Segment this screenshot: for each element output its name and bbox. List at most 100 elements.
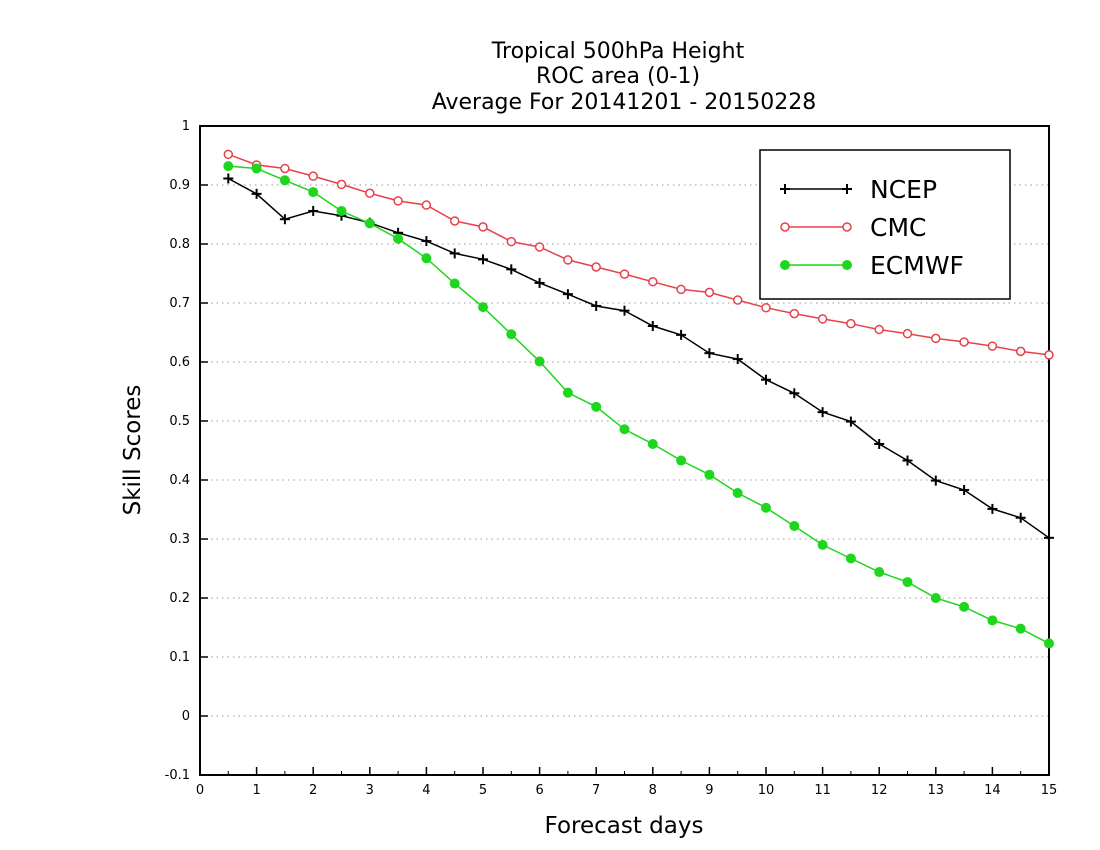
ecmwf-data-point <box>1044 638 1054 649</box>
ncep-data-point <box>279 214 290 225</box>
ncep-data-point <box>1015 512 1026 523</box>
ncep-data-point <box>421 236 432 247</box>
ncep-data-point <box>506 264 517 275</box>
ncep-data-point <box>845 416 856 427</box>
ecmwf-data-point <box>364 218 375 229</box>
x-tick-label: 6 <box>535 783 543 798</box>
ncep-data-point <box>478 254 488 265</box>
ecmwf-data-point <box>987 615 998 626</box>
y-tick-label: 0.7 <box>169 296 190 311</box>
ecmwf-data-point <box>874 567 885 578</box>
cmc-data-point <box>534 242 545 252</box>
chart-title-line-1: Tropical 500hPa Height <box>491 39 745 64</box>
ncep-data-point <box>761 374 771 385</box>
ecmwf-data-point <box>534 356 545 367</box>
legend-ncep-marker-start <box>780 184 790 194</box>
ecmwf-data-point <box>251 163 262 174</box>
ncep-data-point <box>619 305 630 316</box>
legend-ncep-marker-end <box>842 184 852 194</box>
cmc-data-point <box>619 269 630 279</box>
ecmwf-data-point <box>930 593 941 603</box>
ncep-data-point <box>817 407 828 418</box>
cmc-data-point <box>1015 346 1026 357</box>
ncep-data-point <box>308 205 319 216</box>
x-tick-label: 2 <box>309 783 317 798</box>
ncep-data-point <box>449 248 460 259</box>
ncep-data-point <box>534 277 545 288</box>
legend-ncep-label: NCEP <box>870 175 937 204</box>
x-tick-label: 12 <box>871 783 888 798</box>
cmc-data-point <box>336 179 347 190</box>
x-tick-label: 1 <box>252 783 260 798</box>
ncep-data-point <box>647 321 658 332</box>
legend-ecmwf-label: ECMWF <box>870 251 964 280</box>
ecmwf-data-point <box>478 302 488 313</box>
x-tick-label: 3 <box>366 783 374 798</box>
legend-cmc-marker-end <box>842 222 852 232</box>
legend-cmc-label: CMC <box>870 213 926 242</box>
cmc-data-point <box>365 188 375 199</box>
x-tick-label: 8 <box>649 783 657 798</box>
ecmwf-data-point <box>676 455 687 466</box>
cmc-data-point <box>704 287 715 298</box>
ecmwf-data-point <box>562 387 573 398</box>
cmc-data-point <box>393 196 403 206</box>
ecmwf-data-point <box>336 205 347 216</box>
cmc-data-point <box>902 328 913 339</box>
chart-title-line-3: Average For 20141201 - 20150228 <box>432 90 817 115</box>
cmc-data-point <box>223 149 234 160</box>
cmc-data-point <box>959 337 969 347</box>
cmc-data-point <box>732 295 743 305</box>
ecmwf-data-point <box>591 401 602 412</box>
ecmwf-data-point <box>902 577 913 588</box>
legend-ecmwf-marker-start <box>780 260 790 270</box>
ncep-data-point <box>562 289 573 300</box>
cmc-data-point <box>846 318 856 329</box>
cmc-data-point <box>987 341 998 351</box>
ncep-data-point <box>223 173 234 184</box>
ncep-data-point <box>591 300 602 311</box>
ecmwf-data-point <box>279 175 290 186</box>
ncep-data-point <box>676 329 687 340</box>
y-tick-label: 0.4 <box>169 473 190 488</box>
y-tick-label: -0.1 <box>165 768 190 783</box>
cmc-data-point <box>308 171 318 181</box>
cmc-data-point <box>591 262 601 272</box>
ecmwf-data-point <box>1015 623 1026 634</box>
x-tick-label: 7 <box>592 783 600 798</box>
cmc-data-point <box>789 308 800 319</box>
ecmwf-data-point <box>959 601 970 612</box>
ecmwf-data-point <box>619 424 630 435</box>
ncep-data-point <box>902 455 913 466</box>
x-tick-label: 14 <box>984 783 1001 798</box>
y-tick-label: 0 <box>182 709 190 724</box>
x-tick-label: 11 <box>814 783 831 798</box>
x-tick-label: 9 <box>705 783 713 798</box>
x-axis-title: Forecast days <box>545 813 704 839</box>
ecmwf-series-line <box>228 165 1050 645</box>
cmc-series-line <box>228 153 1050 356</box>
y-tick-label: 0.6 <box>169 355 190 370</box>
ecmwf-data-point <box>223 161 234 172</box>
ecmwf-data-point <box>308 187 319 198</box>
ecmwf-data-point <box>789 521 800 532</box>
cmc-data-point <box>563 255 573 265</box>
y-tick-label: 1 <box>182 119 190 134</box>
cmc-data-point <box>478 222 488 232</box>
ecmwf-data-point <box>704 469 715 480</box>
ncep-data-point <box>789 388 800 399</box>
ecmwf-data-point <box>647 439 658 450</box>
ecmwf-data-point <box>449 278 460 289</box>
ncep-data-point <box>251 188 262 199</box>
x-tick-label: 4 <box>422 783 430 798</box>
cmc-data-point <box>761 302 771 313</box>
ncep-data-point <box>704 348 715 359</box>
ecmwf-data-point <box>421 253 432 264</box>
y-tick-label: 0.3 <box>169 532 190 547</box>
x-tick-label: 13 <box>928 783 945 798</box>
cmc-data-point <box>874 324 884 335</box>
ncep-data-point <box>874 439 885 450</box>
cmc-data-point <box>280 163 290 174</box>
x-tick-label: 5 <box>479 783 487 798</box>
ncep-data-point <box>732 354 743 365</box>
